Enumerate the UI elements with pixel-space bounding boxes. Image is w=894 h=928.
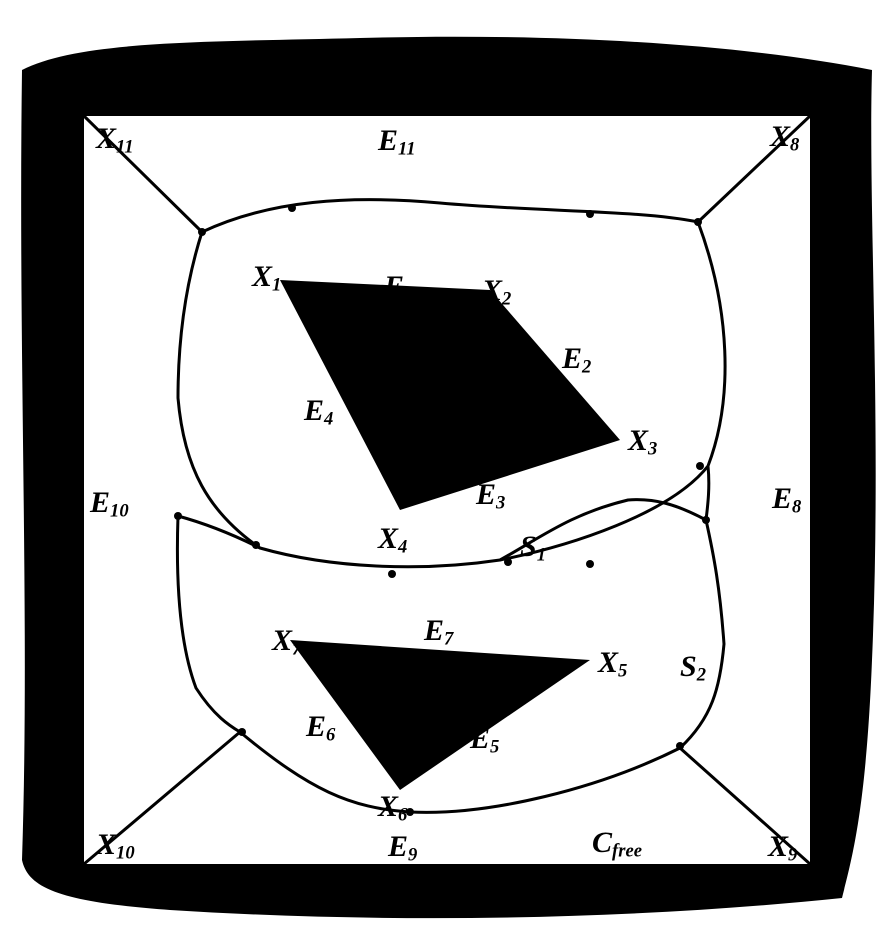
junction-3 xyxy=(586,560,594,568)
junction-7 xyxy=(174,512,182,520)
junction-1 xyxy=(586,210,594,218)
junction-10 xyxy=(694,218,702,226)
diagram-root: X11X8E11X1E1X2E2X3E3X4E4E10E8S1X7E7X5S2E… xyxy=(0,0,894,928)
junction-8 xyxy=(238,728,246,736)
junction-0 xyxy=(288,204,296,212)
junction-9 xyxy=(676,742,684,750)
junction-6 xyxy=(252,541,260,549)
junction-2 xyxy=(504,558,512,566)
junction-5 xyxy=(702,516,710,524)
junction-11 xyxy=(198,228,206,236)
voronoi-diagram: X11X8E11X1E1X2E2X3E3X4E4E10E8S1X7E7X5S2E… xyxy=(0,0,894,928)
junction-4 xyxy=(696,462,704,470)
junction-12 xyxy=(388,570,396,578)
